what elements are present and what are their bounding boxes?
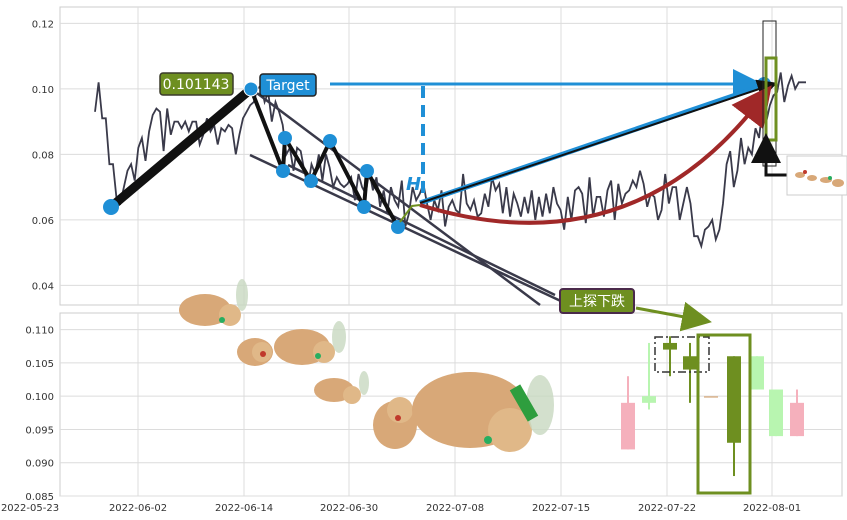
y-tick-label: 0.08 bbox=[32, 150, 54, 161]
rising-black-line bbox=[419, 79, 778, 204]
candle bbox=[790, 389, 804, 437]
flying-dog-stickers bbox=[179, 279, 554, 452]
curve-arrow bbox=[419, 85, 772, 225]
candle bbox=[663, 336, 677, 377]
dog-sticker bbox=[179, 279, 248, 326]
x-tick-label: 2022-06-30 bbox=[320, 503, 378, 514]
price-label-box: 0.101143 bbox=[159, 72, 234, 96]
target-label: Target bbox=[265, 78, 310, 94]
dog-sticker bbox=[274, 321, 346, 365]
x-tick-label: 2022-08-01 bbox=[743, 503, 801, 514]
x-tick-label: 2022-07-08 bbox=[426, 503, 484, 514]
bracket-arrow bbox=[751, 133, 787, 177]
dog-sticker bbox=[237, 338, 273, 366]
dog-sticker bbox=[314, 371, 369, 404]
x-axis: 2022-05-23 2022-06-02 2022-06-14 2022-06-30… bbox=[1, 503, 801, 514]
top-y-axis: 0.04 0.06 0.08 0.10 0.12 bbox=[32, 19, 54, 292]
y-tick-label: 0.110 bbox=[25, 326, 54, 337]
pivot-dot bbox=[357, 200, 371, 214]
pivot-dot bbox=[278, 131, 292, 145]
top-panel: 0.04 0.06 0.08 0.10 0.12 bbox=[32, 6, 843, 306]
y-tick-label: 0.100 bbox=[25, 392, 54, 403]
impulse-segment bbox=[106, 84, 256, 212]
big-green-box bbox=[696, 333, 752, 495]
candle bbox=[642, 342, 656, 410]
x-tick-label: 2022-05-23 bbox=[1, 503, 59, 514]
candle bbox=[769, 389, 783, 437]
x-tick-label: 2022-06-02 bbox=[109, 503, 167, 514]
trend-line-lower bbox=[249, 86, 541, 307]
pivot-dots bbox=[103, 77, 771, 234]
y-tick-label: 0.105 bbox=[25, 359, 54, 370]
x-tick-label: 2022-07-22 bbox=[638, 503, 696, 514]
target-label-box: Target bbox=[259, 73, 317, 97]
pivot-dot bbox=[243, 81, 259, 97]
candles bbox=[621, 336, 804, 477]
y-tick-label: 0.12 bbox=[32, 19, 54, 30]
y-tick-label: 0.10 bbox=[32, 85, 54, 96]
h-label: H bbox=[406, 174, 421, 195]
pivot-dot bbox=[103, 199, 119, 215]
dog-sticker bbox=[412, 372, 554, 452]
pivot-dot bbox=[323, 134, 337, 148]
candle bbox=[621, 376, 635, 450]
price-label: 0.101143 bbox=[163, 77, 230, 93]
pivot-dot bbox=[360, 164, 374, 178]
callout-arrow bbox=[635, 301, 712, 332]
top-panel-frame bbox=[59, 6, 843, 306]
annotations: H 0.101143 Target 上探下跌 bbox=[103, 20, 847, 495]
candle bbox=[683, 342, 697, 403]
candle bbox=[704, 396, 718, 398]
pivot-dot bbox=[304, 174, 318, 188]
y-tick-label: 0.06 bbox=[32, 216, 54, 227]
h-bracket bbox=[399, 204, 421, 223]
y-tick-label: 0.095 bbox=[25, 425, 54, 436]
dashed-candle-box bbox=[654, 336, 710, 373]
small-dog-sticker-thumbnail bbox=[786, 155, 847, 196]
bottom-y-axis: 0.085 0.090 0.095 0.100 0.105 0.110 bbox=[25, 326, 54, 503]
pivot-dot bbox=[276, 164, 290, 178]
callout-box: 上探下跌 bbox=[559, 288, 635, 314]
trend-line-mid bbox=[287, 163, 556, 297]
y-tick-label: 0.04 bbox=[32, 281, 54, 292]
x-tick-label: 2022-06-14 bbox=[215, 503, 273, 514]
candle bbox=[750, 356, 764, 390]
x-tick-label: 2022-07-15 bbox=[532, 503, 590, 514]
y-tick-label: 0.085 bbox=[25, 492, 54, 503]
dog-sticker bbox=[373, 397, 417, 449]
trend-line-upper bbox=[249, 153, 566, 305]
y-tick-label: 0.090 bbox=[25, 459, 54, 470]
pivot-dot bbox=[391, 220, 405, 234]
callout-label: 上探下跌 bbox=[569, 294, 625, 310]
candle bbox=[727, 356, 741, 477]
